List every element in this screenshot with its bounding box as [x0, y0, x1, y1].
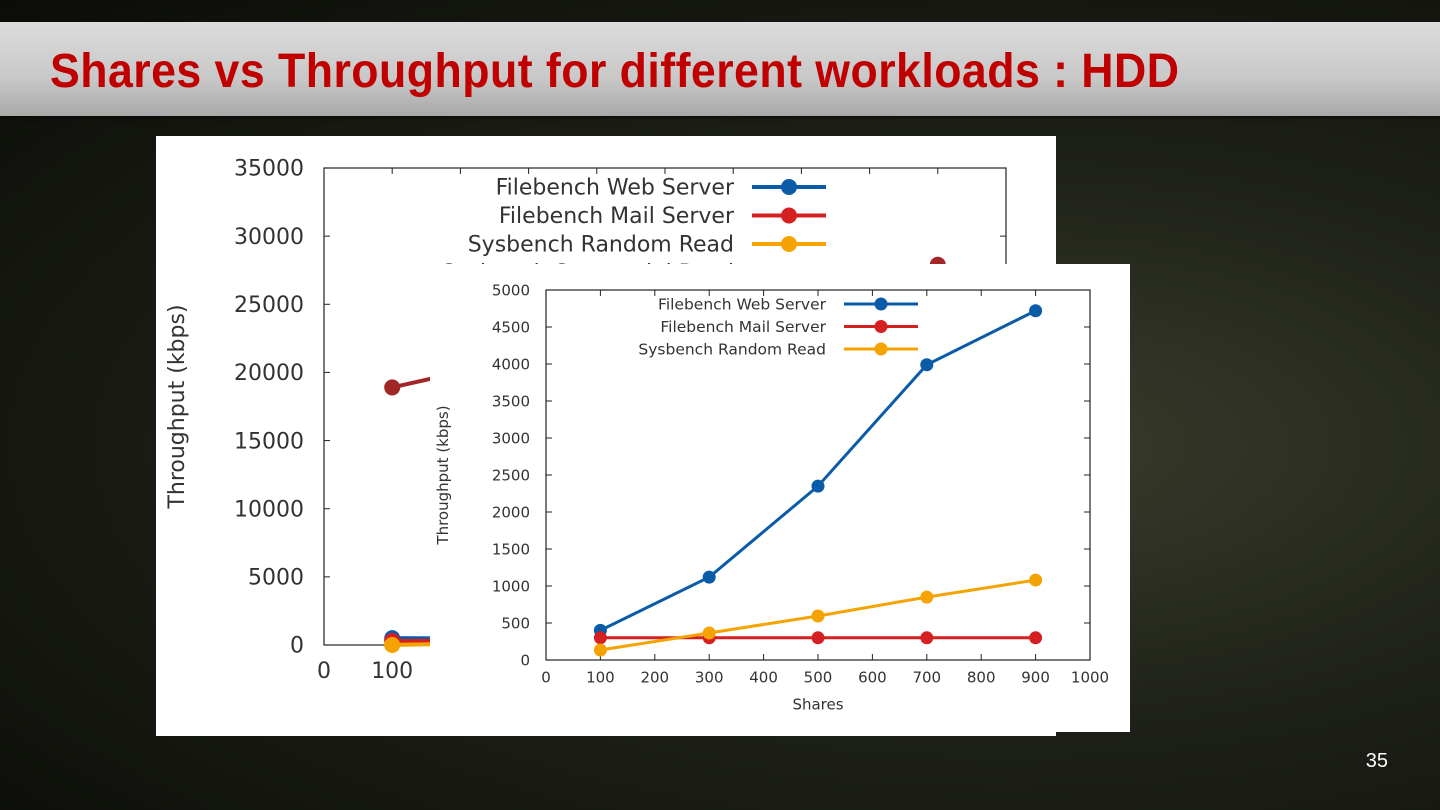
data-point: [1029, 631, 1043, 645]
title-bar: Shares vs Throughput for different workl…: [0, 22, 1440, 116]
y-tick-label: 5000: [248, 566, 304, 591]
data-point: [920, 358, 934, 372]
data-point: [593, 643, 607, 657]
data-point: [920, 590, 934, 604]
y-tick-label: 10000: [234, 497, 304, 522]
data-point: [702, 626, 716, 640]
data-point: [920, 631, 934, 645]
data-point: [811, 631, 825, 645]
data-point: [702, 570, 716, 584]
x-tick-label: 800: [967, 669, 996, 687]
y-tick-label: 35000: [234, 157, 304, 182]
x-tick-label: 100: [371, 659, 413, 684]
front-chart: 0 500 1000 1500 2000 2500 3000 3500 4000 4500 5000…: [430, 264, 1130, 732]
y-axis-label: Throughput (kbps): [434, 405, 452, 545]
legend-marker: [781, 236, 797, 252]
x-axis-label: Shares: [792, 696, 843, 714]
legend-label: Filebench Web Server: [496, 176, 735, 201]
y-tick-label: 4000: [492, 355, 530, 373]
x-tick-label: 1000: [1071, 669, 1109, 687]
y-tick-label: 15000: [234, 429, 304, 454]
legend-marker: [874, 320, 888, 333]
series-line: [599, 309, 1037, 632]
data-point: [1029, 573, 1043, 587]
x-tick-label: 400: [749, 669, 778, 687]
y-tick-label: 3500: [492, 392, 530, 410]
y-tick-label: 0: [290, 634, 304, 659]
legend-marker: [874, 342, 888, 356]
data-point: [384, 637, 401, 653]
data-point: [811, 609, 825, 623]
x-tick-label: 900: [1021, 669, 1050, 687]
x-tick-label: 100: [586, 669, 615, 687]
x-tick-label: 500: [804, 669, 833, 687]
x-tick-label: 0: [541, 669, 551, 687]
legend-marker: [781, 179, 797, 195]
legend-marker: [781, 207, 797, 224]
x-tick-label: 0: [317, 659, 331, 684]
data-point: [811, 479, 825, 493]
x-tick-label: 200: [640, 669, 669, 687]
legend-label: Sysbench Random Read: [638, 340, 826, 358]
front-chart-svg: 0500100015002000250030003500400045005000…: [434, 281, 1109, 714]
y-tick-label: 0: [520, 651, 530, 669]
y-tick-label: 5000: [492, 281, 530, 299]
legend-marker: [874, 297, 888, 311]
slide-title: Shares vs Throughput for different workl…: [50, 45, 1180, 98]
legend-label: Filebench Mail Server: [499, 204, 735, 229]
y-tick-label: 3000: [492, 429, 530, 447]
page-number: 35: [1365, 750, 1388, 772]
data-point: [593, 631, 607, 645]
y-tick-label: 30000: [234, 225, 304, 250]
y-axis-label: Throughput (kbps): [165, 304, 190, 509]
x-tick-label: 300: [695, 669, 724, 687]
y-tick-label: 2500: [492, 466, 530, 484]
y-tick-label: 20000: [234, 361, 304, 386]
y-tick-label: 1500: [492, 540, 530, 558]
legend-label: Filebench Mail Server: [660, 318, 826, 336]
y-tick-label: 500: [501, 614, 530, 632]
y-tick-label: 1000: [492, 577, 530, 595]
y-tick-label: 4500: [492, 318, 530, 336]
y-tick-label: 2000: [492, 503, 530, 521]
y-tick-label: 25000: [234, 293, 304, 318]
legend-label: Filebench Web Server: [658, 295, 827, 313]
legend-label: Sysbench Random Read: [468, 233, 734, 258]
x-tick-label: 600: [858, 669, 887, 687]
x-tick-label: 700: [912, 669, 941, 687]
data-point: [384, 379, 401, 396]
data-point: [1029, 304, 1043, 318]
